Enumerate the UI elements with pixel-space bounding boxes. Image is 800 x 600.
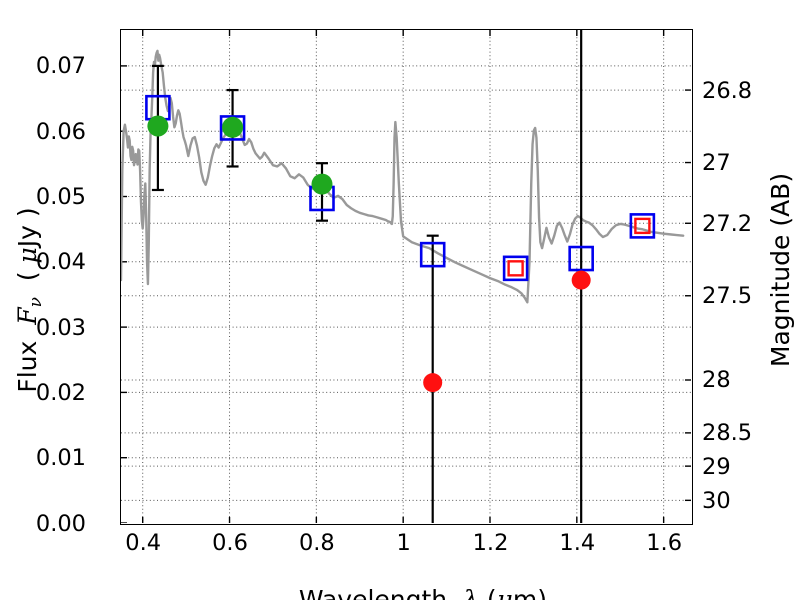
y-tick-label-right: 27 <box>702 150 731 177</box>
y-tick-label-left: 0.02 <box>35 379 86 406</box>
x-tick-label: 0.8 <box>298 530 335 556</box>
y-tick-label-left: 0.07 <box>35 53 86 80</box>
plot-area <box>120 29 693 525</box>
plot-canvas <box>121 30 691 523</box>
y-tick-label-right: 28.5 <box>702 420 753 447</box>
marker-detection-circle <box>147 115 169 137</box>
y-tick-label-right: 27.2 <box>702 210 753 237</box>
marker-model-square <box>502 255 529 282</box>
y-tick-label-left: 0.05 <box>35 184 86 210</box>
marker-model-square <box>629 213 656 239</box>
x-tick-label: 1.6 <box>646 530 683 556</box>
marker-model-square <box>419 241 446 268</box>
x-tick-label: 1 <box>396 530 411 556</box>
y-tick-label-left: 0.03 <box>35 314 86 341</box>
marker-model-square <box>568 245 594 272</box>
y-tick-label-left: 0.01 <box>35 445 86 472</box>
y-tick-label-right: 28 <box>702 367 731 394</box>
spectrum-line <box>121 49 685 304</box>
marker-unobserved-square <box>634 217 651 235</box>
x-tick-label: 1.4 <box>559 530 596 556</box>
y-tick-label-left: 0.00 <box>35 510 86 537</box>
y-tick-label-left: 0.04 <box>35 249 86 276</box>
y-axis-right-title: Magnitude (AB) <box>765 172 795 368</box>
y-tick-label-right: 26.8 <box>702 77 753 104</box>
marker-upperlimit-circle <box>423 373 443 393</box>
marker-upperlimit-circle <box>571 270 591 290</box>
marker-unobserved-square <box>507 260 524 277</box>
x-tick-label: 1.2 <box>472 530 509 556</box>
marker-detection-circle <box>311 173 333 195</box>
y-tick-label-right: 30 <box>702 487 731 514</box>
x-tick-label: 0.6 <box>212 530 248 556</box>
marker-detection-circle <box>222 116 244 138</box>
marker-model-square <box>219 115 246 141</box>
y-tick-label-right: 29 <box>702 453 731 480</box>
x-tick-label: 0.4 <box>125 530 162 556</box>
y-tick-label-left: 0.06 <box>35 118 86 145</box>
y-tick-label-right: 27.5 <box>702 283 753 310</box>
x-axis-title: Wavelength λ (μm) <box>298 585 547 600</box>
